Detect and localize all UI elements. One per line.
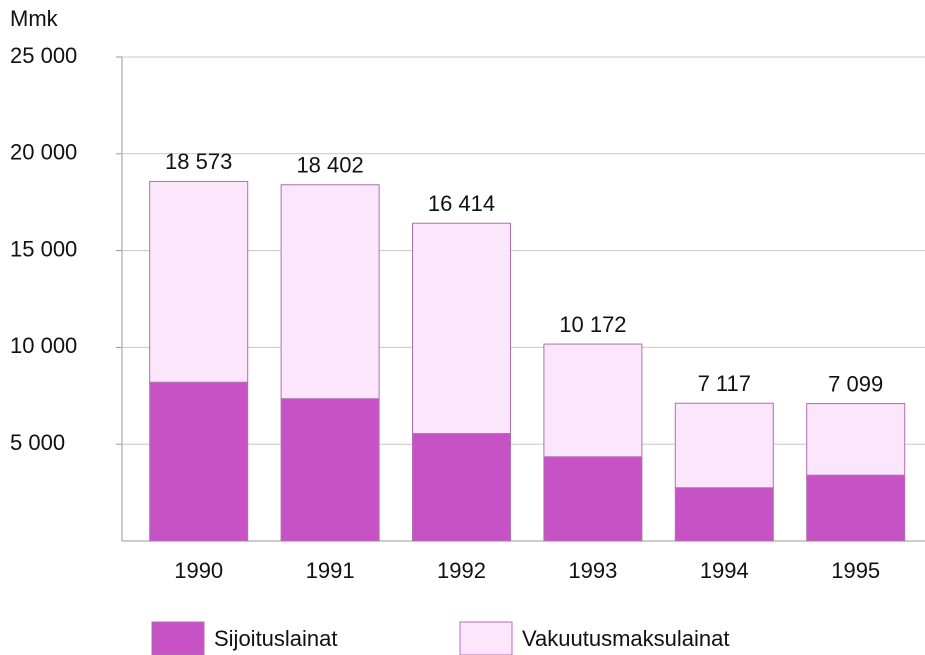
y-tick-label: 25 000 bbox=[10, 43, 77, 68]
total-label: 18 573 bbox=[165, 149, 232, 174]
y-tick-label: 10 000 bbox=[10, 333, 77, 358]
bar-segment bbox=[806, 474, 906, 542]
total-label: 7 099 bbox=[828, 371, 883, 396]
total-label: 7 117 bbox=[698, 371, 751, 396]
x-tick-label: 1994 bbox=[700, 558, 749, 583]
y-tick-label: 20 000 bbox=[10, 140, 77, 165]
legend-swatch bbox=[151, 621, 205, 655]
bar-segment bbox=[149, 180, 249, 383]
bar-segment bbox=[280, 184, 380, 400]
x-tick-label: 1993 bbox=[568, 558, 617, 583]
legend-label: Sijoituslainat bbox=[214, 626, 338, 651]
bar-segment bbox=[543, 456, 643, 542]
y-tick-label: 5 000 bbox=[10, 430, 65, 455]
bar-segment bbox=[412, 433, 511, 542]
total-label: 16 414 bbox=[428, 191, 495, 216]
y-axis-unit: Mmk bbox=[10, 6, 59, 31]
bar-segment bbox=[280, 398, 380, 542]
bar-segment bbox=[149, 381, 249, 542]
total-label: 10 172 bbox=[559, 312, 626, 337]
x-tick-label: 1990 bbox=[174, 558, 223, 583]
x-tick-label: 1995 bbox=[831, 558, 880, 583]
x-tick-label: 1991 bbox=[306, 558, 355, 583]
bar-segment bbox=[674, 487, 774, 542]
bar-segment bbox=[412, 222, 511, 435]
x-tick-label: 1992 bbox=[437, 558, 486, 583]
total-label: 18 402 bbox=[296, 153, 363, 178]
bar-segment bbox=[543, 343, 643, 458]
legend-label: Vakuutusmaksulainat bbox=[522, 626, 730, 651]
y-tick-label: 15 000 bbox=[10, 236, 77, 261]
legend-swatch bbox=[459, 621, 513, 655]
bar-segment bbox=[674, 402, 774, 489]
bar-segment bbox=[806, 403, 906, 476]
